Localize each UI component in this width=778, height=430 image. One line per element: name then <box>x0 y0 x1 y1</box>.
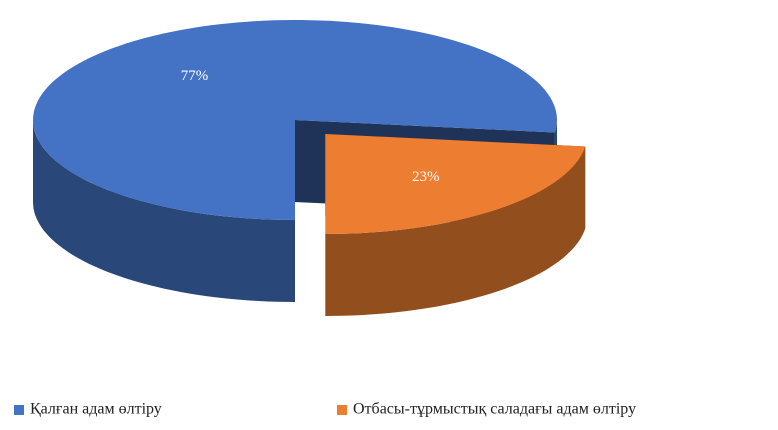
legend-swatch <box>337 405 347 415</box>
data-label: 77% <box>181 68 209 84</box>
pie-slice <box>325 134 586 316</box>
legend-label: Қалған адам өлтіру <box>30 401 162 418</box>
slice-wall <box>325 146 586 316</box>
data-label: 23% <box>412 169 440 185</box>
slice-top <box>325 134 586 234</box>
legend-swatch <box>14 405 24 415</box>
legend-label: Отбасы-тұрмыстық саладағы адам өлтіру <box>353 401 636 418</box>
slice-wall <box>33 120 295 302</box>
slice-top <box>33 20 557 220</box>
